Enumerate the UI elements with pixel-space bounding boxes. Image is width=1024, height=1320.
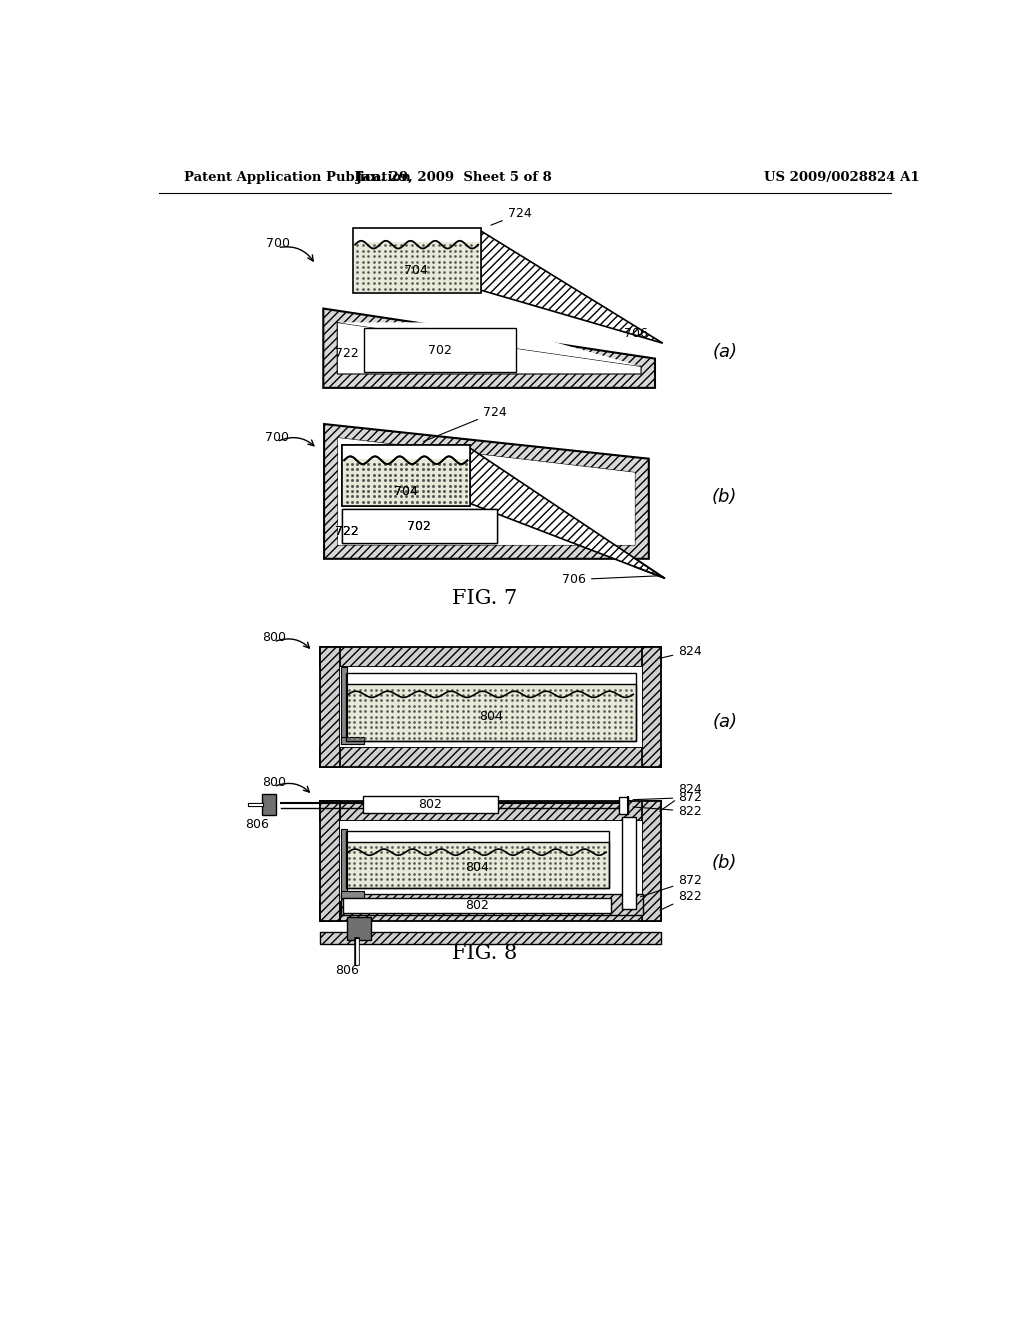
Text: 824: 824: [659, 783, 702, 812]
Text: 800: 800: [262, 631, 286, 644]
Text: 872: 872: [633, 791, 702, 804]
Bar: [262, 793, 276, 816]
Bar: [342, 508, 497, 544]
Bar: [347, 917, 371, 940]
Text: 824: 824: [660, 644, 702, 659]
Bar: [321, 647, 340, 767]
Text: 702: 702: [408, 520, 431, 533]
Bar: [341, 891, 365, 898]
Bar: [321, 647, 662, 667]
Text: 702: 702: [408, 520, 431, 533]
Text: 802: 802: [419, 797, 442, 810]
Text: 700: 700: [265, 430, 289, 444]
Bar: [346, 673, 636, 742]
Polygon shape: [338, 438, 635, 545]
Text: Patent Application Publication: Patent Application Publication: [183, 172, 411, 185]
Bar: [321, 932, 662, 944]
Bar: [321, 801, 340, 921]
Bar: [343, 459, 468, 506]
Text: 724: 724: [424, 407, 507, 441]
Bar: [341, 738, 365, 743]
Bar: [346, 842, 608, 887]
Polygon shape: [324, 424, 649, 558]
Bar: [352, 227, 480, 293]
Bar: [341, 668, 347, 743]
Text: 804: 804: [465, 861, 488, 874]
Text: 822: 822: [659, 890, 702, 911]
Text: 706: 706: [562, 573, 657, 586]
Text: 804: 804: [479, 710, 503, 723]
Text: 800: 800: [262, 776, 286, 788]
Text: 722: 722: [336, 525, 359, 539]
Text: 722: 722: [336, 525, 359, 539]
Bar: [340, 821, 642, 902]
Text: Jan. 29, 2009  Sheet 5 of 8: Jan. 29, 2009 Sheet 5 of 8: [355, 172, 551, 185]
Bar: [642, 801, 662, 921]
Text: 872: 872: [641, 874, 702, 896]
Text: 704: 704: [393, 484, 418, 498]
Text: 706: 706: [624, 327, 648, 341]
Text: US 2009/0028824 A1: US 2009/0028824 A1: [764, 172, 920, 185]
Text: (b): (b): [712, 854, 737, 873]
Bar: [340, 667, 642, 747]
Text: FIG. 8: FIG. 8: [452, 944, 517, 962]
Polygon shape: [480, 231, 663, 343]
Text: 806: 806: [245, 818, 268, 832]
Text: (b): (b): [712, 488, 737, 506]
Text: 704: 704: [393, 484, 418, 498]
Bar: [642, 647, 662, 767]
Text: 806: 806: [336, 964, 359, 977]
Text: FIG. 7: FIG. 7: [452, 589, 517, 609]
Bar: [341, 894, 643, 915]
Bar: [321, 747, 662, 767]
Bar: [343, 898, 611, 913]
Text: (a): (a): [713, 343, 737, 362]
Bar: [342, 445, 470, 507]
Bar: [365, 327, 515, 372]
Polygon shape: [324, 309, 655, 388]
Bar: [362, 796, 499, 813]
Bar: [623, 817, 636, 909]
Bar: [341, 829, 347, 898]
Bar: [346, 684, 636, 742]
Text: 722: 722: [335, 347, 358, 360]
Bar: [321, 801, 662, 821]
Polygon shape: [470, 447, 665, 578]
Polygon shape: [337, 322, 641, 374]
Bar: [618, 797, 628, 813]
Polygon shape: [338, 438, 635, 545]
Bar: [342, 508, 497, 544]
Bar: [321, 902, 662, 921]
Polygon shape: [337, 322, 641, 367]
Bar: [343, 459, 468, 506]
Text: 822: 822: [633, 805, 702, 818]
Bar: [346, 830, 608, 887]
Text: 802: 802: [465, 899, 488, 912]
Bar: [342, 445, 470, 507]
Text: 724: 724: [490, 207, 531, 226]
Text: 704: 704: [404, 264, 428, 277]
Bar: [354, 242, 479, 292]
Text: 702: 702: [428, 343, 452, 356]
Text: (a): (a): [713, 713, 737, 731]
Text: 700: 700: [265, 236, 290, 249]
